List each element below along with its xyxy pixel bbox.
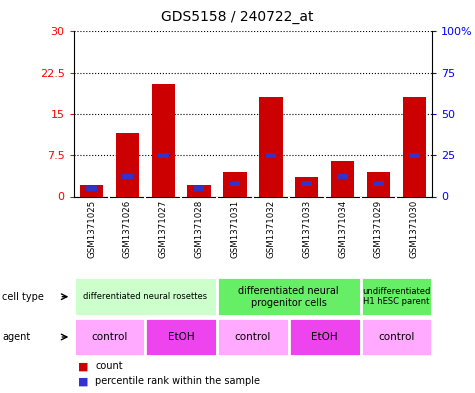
Bar (409, 153, 419, 158)
Bar (266, 153, 276, 158)
Text: GSM1371032: GSM1371032 (266, 200, 276, 258)
Text: control: control (235, 332, 271, 342)
Bar (302, 181, 312, 186)
Text: ■: ■ (78, 361, 89, 371)
Text: control: control (91, 332, 128, 342)
Text: differentiated neural rosettes: differentiated neural rosettes (83, 292, 208, 301)
Bar (116, 133, 139, 196)
Text: GSM1371029: GSM1371029 (374, 200, 383, 258)
Text: control: control (378, 332, 415, 342)
Text: count: count (95, 361, 123, 371)
Text: percentile rank within the sample: percentile rank within the sample (95, 376, 260, 386)
Text: GSM1371034: GSM1371034 (338, 200, 347, 258)
Text: undifferentiated
H1 hESC parent: undifferentiated H1 hESC parent (362, 287, 430, 307)
Text: EtOH: EtOH (311, 332, 338, 342)
Bar (289, 318, 361, 356)
Bar (259, 97, 283, 196)
Bar (361, 318, 432, 356)
Bar (223, 172, 247, 196)
Text: GSM1371026: GSM1371026 (123, 200, 132, 258)
Text: GDS5158 / 240722_at: GDS5158 / 240722_at (161, 10, 314, 24)
Bar (217, 318, 289, 356)
Text: GSM1371033: GSM1371033 (302, 200, 311, 258)
Text: GSM1371028: GSM1371028 (195, 200, 204, 258)
Bar (217, 277, 361, 316)
Bar (337, 174, 348, 179)
Bar (145, 318, 217, 356)
Bar (361, 277, 432, 316)
Bar (367, 172, 390, 196)
Text: GSM1371031: GSM1371031 (230, 200, 239, 258)
Text: cell type: cell type (2, 292, 44, 302)
Bar (74, 318, 145, 356)
Bar (403, 97, 426, 196)
Bar (74, 277, 217, 316)
Text: GSM1371027: GSM1371027 (159, 200, 168, 258)
Bar (295, 177, 318, 196)
Text: GSM1371025: GSM1371025 (87, 200, 96, 258)
Bar (122, 174, 133, 179)
Text: differentiated neural
progenitor cells: differentiated neural progenitor cells (238, 286, 339, 307)
Bar (158, 153, 169, 158)
Bar (188, 185, 211, 196)
Bar (230, 181, 240, 186)
Text: ■: ■ (78, 376, 89, 386)
Bar (152, 84, 175, 196)
Bar (194, 186, 204, 191)
Bar (373, 181, 384, 186)
Bar (86, 186, 97, 191)
Text: agent: agent (2, 332, 30, 342)
Bar (80, 185, 103, 196)
Bar (331, 161, 354, 196)
Text: GSM1371030: GSM1371030 (410, 200, 419, 258)
Text: EtOH: EtOH (168, 332, 195, 342)
